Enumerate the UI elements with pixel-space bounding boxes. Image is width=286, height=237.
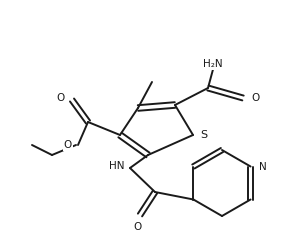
Text: H₂N: H₂N: [203, 59, 223, 69]
Text: O: O: [251, 93, 259, 103]
Text: O: O: [64, 140, 72, 150]
Text: N: N: [259, 161, 266, 172]
Text: HN: HN: [110, 161, 125, 171]
Text: O: O: [134, 222, 142, 232]
Text: S: S: [200, 130, 207, 140]
Text: O: O: [57, 93, 65, 103]
